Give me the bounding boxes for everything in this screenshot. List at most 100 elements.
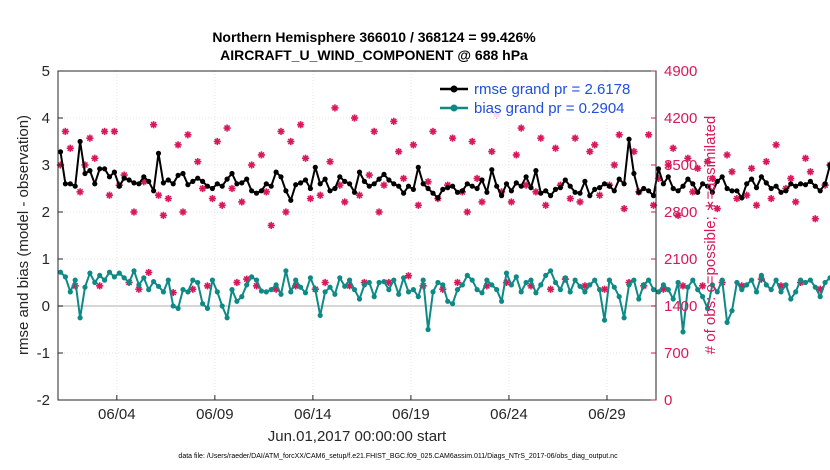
rmse-point	[244, 176, 250, 182]
rmse-point	[258, 188, 264, 194]
rmse-point	[62, 181, 68, 187]
bias-point	[768, 287, 774, 293]
rmse-point	[484, 189, 490, 195]
x-tick-labels: 06/04 06/09 06/14 06/19 06/24 06/29	[98, 406, 626, 423]
rmse-point	[533, 168, 539, 174]
obs-assimilated-marker	[399, 174, 408, 183]
bias-point	[518, 289, 524, 295]
rmse-point	[631, 170, 637, 177]
bias-point	[513, 274, 519, 280]
rmse-point	[77, 138, 83, 145]
rmse-point	[253, 190, 260, 196]
bias-point	[263, 289, 269, 295]
rmse-point	[788, 181, 794, 187]
bias-point	[753, 289, 760, 295]
bias-point	[327, 284, 333, 290]
bias-point	[190, 277, 196, 283]
rmse-point	[57, 149, 64, 155]
rmse-point	[283, 188, 289, 194]
bias-point	[106, 269, 113, 275]
rmse-point	[454, 189, 461, 195]
obs-assimilated-marker	[453, 278, 462, 287]
obs-assimilated-marker	[767, 194, 775, 203]
bias-point	[572, 277, 578, 283]
bias-point	[185, 289, 191, 295]
bias-point	[641, 282, 647, 288]
rmse-point	[543, 188, 549, 194]
bias-point	[464, 272, 470, 278]
rmse-point	[420, 181, 426, 187]
obs-assimilated-marker	[331, 104, 339, 112]
rmse-point	[700, 181, 706, 187]
bias-point	[356, 296, 363, 302]
obs-assimilated-marker	[591, 141, 599, 149]
bias-point	[680, 329, 686, 335]
bias-point	[601, 317, 608, 323]
rmse-point	[381, 171, 387, 177]
bias-point	[347, 277, 353, 283]
y-tick-label: 2	[42, 204, 50, 221]
rmse-point	[302, 177, 309, 183]
bias-point	[802, 279, 809, 286]
bias-point	[160, 289, 166, 295]
series-points	[57, 136, 830, 335]
bias-point	[121, 275, 127, 281]
obs-assimilated-marker	[385, 278, 393, 287]
obs-assimilated-marker	[262, 188, 270, 196]
obs-assimilated-marker	[277, 127, 285, 136]
bias-point	[200, 301, 206, 307]
bias-point	[557, 287, 564, 293]
bias-point	[582, 289, 588, 295]
legend-rmse-label: rmse grand pr = 2.6178	[474, 81, 630, 98]
rmse-point	[459, 188, 465, 194]
obs-assimilated-marker	[61, 127, 69, 136]
legend-bias-marker	[450, 104, 458, 112]
bias-point	[827, 275, 830, 281]
rmse-point	[479, 177, 485, 183]
bias-point	[410, 287, 416, 293]
rmse-point	[655, 166, 662, 172]
obs-assimilated-marker	[792, 198, 800, 206]
obs-assimilated-marker	[473, 174, 481, 183]
y2-axis-label: # of obs: o=possible; ∗=assimilated	[702, 116, 719, 355]
rmse-point	[200, 178, 206, 184]
bias-point	[636, 296, 642, 302]
obs-assimilated-marker	[380, 181, 388, 189]
rmse-point	[401, 190, 407, 196]
bias-point	[322, 289, 328, 295]
rmse-point	[204, 183, 211, 189]
data-file-footer: data file: /Users/raeder/DAI/ATM_forcXX/…	[178, 453, 618, 460]
rmse-point	[582, 178, 588, 184]
rmse-point	[606, 183, 613, 189]
obs-assimilated-marker	[86, 134, 94, 142]
bias-point	[82, 284, 88, 290]
bias-point	[302, 290, 309, 296]
rmse-point	[499, 193, 505, 199]
rmse-point	[440, 186, 446, 192]
rmse-point	[763, 180, 769, 186]
rmse-point	[317, 181, 323, 187]
rmse-point	[724, 185, 730, 192]
rmse-point	[513, 180, 519, 186]
bias-point	[817, 294, 823, 300]
bias-point	[690, 277, 696, 283]
bias-point	[273, 282, 279, 288]
bias-point	[650, 287, 657, 293]
x-tick-label: 06/04	[98, 406, 136, 423]
y-tick-label: 5	[42, 63, 50, 80]
y-tick-label: 0	[42, 298, 50, 315]
obs-assimilated-marker	[194, 158, 202, 166]
obs-assimilated-marker	[105, 191, 114, 199]
bias-point	[268, 287, 274, 293]
bias-point	[445, 298, 451, 304]
bias-point	[499, 298, 505, 304]
bias-point	[567, 289, 573, 295]
bias-point	[67, 289, 73, 295]
rmse-point	[190, 178, 196, 184]
rmse-point	[288, 197, 294, 203]
obs-assimilated-marker	[174, 141, 182, 149]
rmse-point	[126, 177, 132, 183]
bias-point	[543, 272, 549, 278]
bias-point	[577, 283, 583, 289]
bias-point	[293, 277, 299, 283]
